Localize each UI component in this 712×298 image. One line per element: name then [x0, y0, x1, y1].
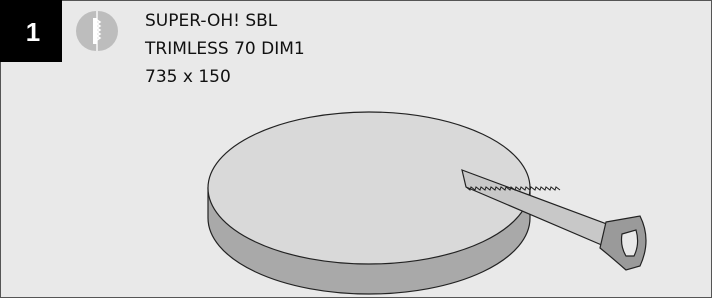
page: 1 SUPER-OH! SBL TRIMLESS 70 DIM1 735 x 1…: [0, 0, 712, 298]
step-number: 1: [26, 17, 40, 47]
cake-illustration: [208, 112, 530, 294]
step-panel: 1 SUPER-OH! SBL TRIMLESS 70 DIM1 735 x 1…: [0, 0, 712, 298]
product-name-line: TRIMLESS 70 DIM1: [144, 39, 305, 59]
dimensions-line: 735 x 150: [145, 67, 231, 87]
product-name-line: SUPER-OH! SBL: [145, 11, 278, 31]
